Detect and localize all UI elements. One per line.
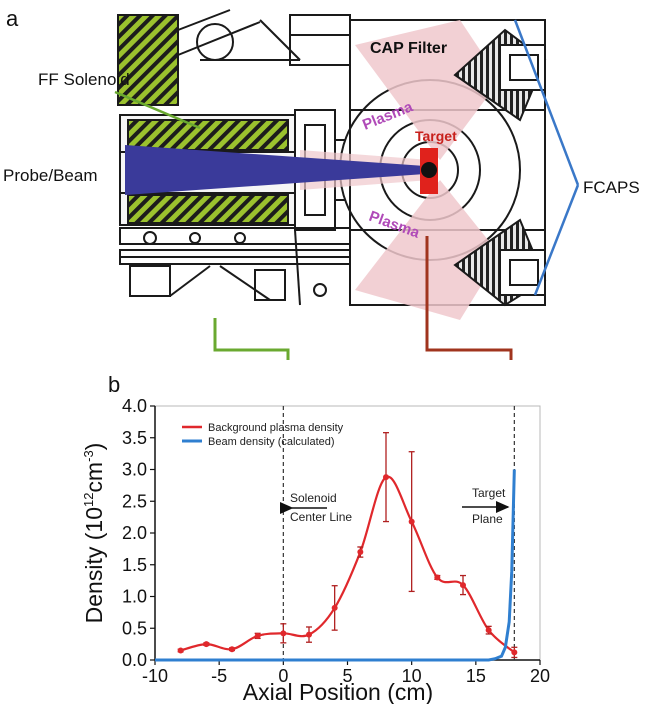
cap-filter-lower xyxy=(453,218,547,307)
y-tick-label: 4.0 xyxy=(122,396,147,416)
plasma-data-point xyxy=(229,646,235,653)
y-tick-label: 1.0 xyxy=(122,587,147,607)
target-marker xyxy=(420,148,438,194)
panel-a-label: a xyxy=(6,6,19,31)
plasma-data-point xyxy=(383,474,389,481)
y-tick-label: 1.5 xyxy=(122,555,147,575)
plasma-data-point xyxy=(331,604,338,611)
fcaps-pointer xyxy=(513,19,580,296)
plasma-data-point xyxy=(306,631,312,638)
solenoid-bracket xyxy=(213,318,290,360)
panel-b: b 0.0 0.5 1.0 1.5 2.0 2.5 3.0 3.5 4.0 -10 -5 0 5 10 1… xyxy=(81,372,550,704)
plasma-data-point xyxy=(511,649,518,656)
density-chart: 0.0 0.5 1.0 1.5 2.0 2.5 3.0 3.5 4.0 -10 -5 0 5 10 15 2… xyxy=(81,396,550,704)
reference-lines xyxy=(282,406,515,660)
fcaps-label: FCAPS xyxy=(583,178,640,197)
plasma-data-point xyxy=(485,627,492,634)
series-group xyxy=(155,432,518,662)
x-tick-label: 5 xyxy=(342,666,352,686)
solenoid-annotation-line2: Center Line xyxy=(290,510,352,524)
target-annotation-line1: Target xyxy=(472,486,506,500)
plasma-data-point xyxy=(434,574,441,581)
x-tick-label: 10 xyxy=(402,666,422,686)
y-tick-label: 3.0 xyxy=(122,460,147,480)
y-axis: 0.0 0.5 1.0 1.5 2.0 2.5 3.0 3.5 4.0 xyxy=(122,396,156,670)
y-tick-label: 3.5 xyxy=(122,428,147,448)
plasma-data-point xyxy=(357,549,364,556)
cap-filter-label: CAP Filter xyxy=(370,40,447,57)
target-label: Target xyxy=(415,128,457,144)
y-tick-label: 0.5 xyxy=(122,618,147,638)
panel-a: a xyxy=(3,6,640,360)
legend-label-plasma: Background plasma density xyxy=(208,422,344,434)
x-tick-label: -5 xyxy=(211,666,227,686)
plasma-data-point xyxy=(254,632,261,639)
plasma-lower-label: Plasma xyxy=(367,208,423,242)
plasma-data-point xyxy=(203,641,210,648)
y-tick-label: 0.0 xyxy=(122,650,147,670)
x-tick-label: 20 xyxy=(530,666,550,686)
target-annotation-line2: Plane xyxy=(472,512,503,526)
target-bracket xyxy=(425,236,513,360)
legend-label-beam: Beam density (calculated) xyxy=(208,436,335,448)
plasma-data-point xyxy=(177,647,184,654)
plasma-data-point xyxy=(280,630,287,637)
solenoid-annotation-line1: Solenoid xyxy=(290,491,337,505)
ff-solenoid-label: FF Solenoid xyxy=(38,70,130,89)
cap-filter-upper xyxy=(453,28,547,122)
plasma-density-line xyxy=(180,475,516,654)
probe-beam xyxy=(125,145,425,195)
plasma-data-point xyxy=(460,582,466,589)
ff-solenoid-pointer xyxy=(114,90,201,130)
y-axis-label: Density (1012cm-3) xyxy=(81,443,107,624)
x-tick-label: 0 xyxy=(278,666,288,686)
target-annotation: Target Plane xyxy=(462,486,510,526)
x-tick-label: -10 xyxy=(142,666,168,686)
legend: Background plasma density Beam density (… xyxy=(182,422,344,448)
probe-beam-label: Probe/Beam xyxy=(3,166,98,185)
solenoid-annotation: Solenoid Center Line xyxy=(280,491,352,524)
beam-density-line xyxy=(155,469,516,662)
plasma-data-point xyxy=(408,518,415,525)
x-axis-label: Axial Position (cm) xyxy=(243,679,433,704)
x-tick-label: 15 xyxy=(466,666,486,686)
y-tick-label: 2.0 xyxy=(122,523,147,543)
y-tick-label: 2.5 xyxy=(122,491,147,511)
panel-b-label: b xyxy=(108,372,120,397)
